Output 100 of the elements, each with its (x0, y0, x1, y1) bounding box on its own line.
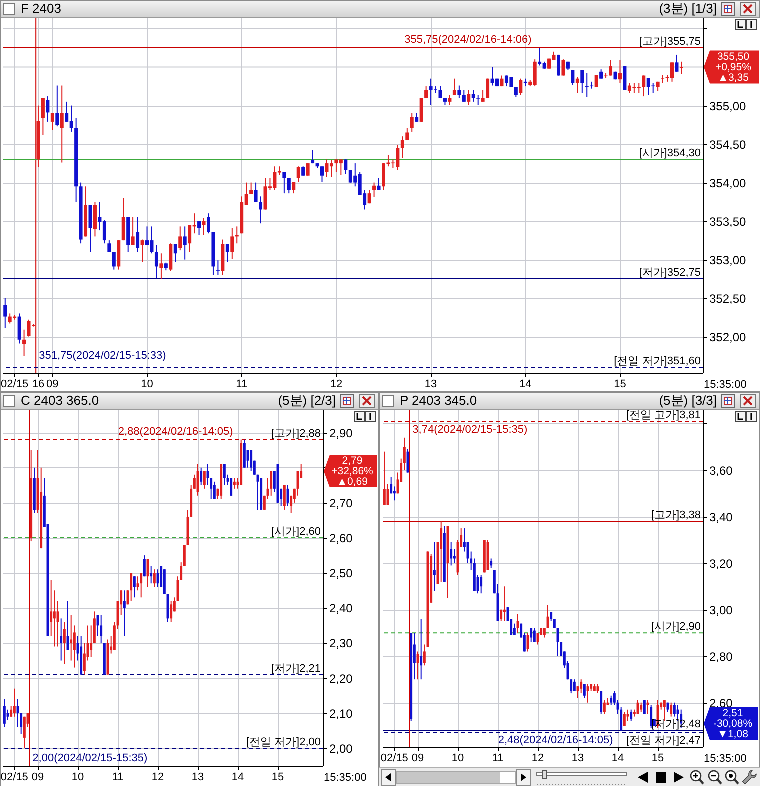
x-tick-label: 13 (572, 752, 584, 764)
ref-line-label: [전일 저가]2,47 (626, 735, 701, 748)
candlestick (3, 698, 6, 728)
candlestick (490, 558, 493, 569)
ref-line-label: [고가]3,38 (651, 510, 701, 522)
candlestick (170, 600, 173, 623)
candlestick (576, 76, 580, 94)
candlestick (553, 618, 556, 629)
candlestick (640, 702, 643, 713)
candlestick (140, 572, 143, 598)
y-tick-label: 3,40 (710, 510, 734, 524)
candlestick (213, 481, 216, 500)
text: 15:35:00 (704, 753, 747, 765)
y-tick-label: 352,00 (710, 330, 747, 344)
candlestick (344, 159, 348, 175)
y-tick-label: 2,00 (330, 742, 354, 756)
candlestick (235, 226, 239, 244)
candlestick (594, 74, 598, 88)
x-tick-label: 09 (32, 772, 44, 784)
candlestick (377, 178, 381, 191)
x-tick-label: 12 (330, 378, 343, 390)
candlestick (675, 54, 679, 72)
candlestick (433, 542, 436, 592)
x-tick-label: 02/15 (0, 772, 28, 784)
candlestick (223, 464, 226, 486)
candlestick (458, 85, 462, 99)
candlestick (63, 622, 66, 665)
annotation: 2,88(2024/02/16-14:05) (118, 426, 234, 438)
y-tick-label: 2,70 (330, 496, 354, 510)
candlestick (203, 470, 206, 490)
candlestick (580, 679, 583, 694)
y-tick-label: 2,40 (330, 602, 354, 616)
candlestick (140, 239, 144, 263)
x-tick-label: 09 (412, 752, 424, 764)
y-tick-label: 2,90 (330, 426, 354, 440)
candlestick (571, 70, 575, 86)
candlestick (530, 628, 533, 643)
x-tick-label: 11 (236, 378, 248, 390)
ref-line-label: [시가]2,60 (271, 526, 321, 538)
candlestick (420, 618, 423, 680)
y-tick-label: 2,30 (330, 636, 354, 651)
candlestick (200, 467, 203, 486)
y-tick-label: 2,20 (330, 672, 354, 686)
candlestick (93, 202, 97, 238)
chart-subtitle: (5분) [3/3] (659, 393, 717, 409)
candlestick (216, 260, 220, 276)
x-tick-label: 11 (492, 752, 504, 764)
y-tick-label: 3,00 (710, 603, 734, 618)
candlestick (311, 150, 315, 164)
annotation: 3,74(2024/02/15-15:35) (412, 424, 528, 436)
candlestick (283, 484, 286, 510)
candlestick (630, 709, 633, 722)
candlestick (154, 244, 158, 279)
candlestick (230, 228, 234, 260)
candlestick (22, 329, 26, 357)
candlestick (50, 112, 54, 131)
candlestick (60, 85, 64, 164)
candlestick (383, 451, 386, 506)
candlestick (250, 450, 253, 472)
candlestick (18, 313, 22, 344)
candlestick (160, 253, 164, 280)
candlestick (650, 704, 653, 729)
candlestick (556, 54, 560, 76)
candlestick (600, 690, 603, 715)
candlestick (420, 98, 424, 122)
candlestick (53, 590, 56, 648)
x-tick-label: 15 (614, 378, 626, 390)
chart-subtitle: (5분) [2/3] (278, 393, 336, 409)
candlestick (123, 590, 126, 637)
candlestick (570, 679, 573, 694)
candlestick (609, 60, 613, 76)
candlestick (410, 112, 414, 132)
candlestick (372, 182, 376, 198)
x-tick-label: 11 (112, 772, 124, 784)
candlestick (440, 521, 443, 582)
y-tick-label: 353,00 (710, 253, 747, 268)
y-tick-label: 354,00 (710, 176, 747, 190)
text: 355,50 +0,95% ▲3,35 (716, 50, 752, 84)
candlestick (100, 614, 103, 644)
ref-line-label: [전일 저가]2,00 (246, 736, 321, 748)
x-tick-label: 14 (232, 772, 244, 784)
candlestick (150, 566, 153, 584)
candlestick (406, 128, 410, 141)
candlestick (206, 213, 210, 234)
candlestick (133, 576, 136, 598)
candlestick (202, 218, 206, 236)
y-tick-label: 354,50 (710, 138, 747, 152)
y-tick-label: 2,50 (330, 566, 354, 581)
y-tick-label: 3,60 (710, 464, 734, 478)
candlestick (452, 78, 456, 96)
candlestick (46, 96, 50, 122)
candlestick (320, 166, 324, 183)
candlestick (670, 702, 673, 718)
candlestick (259, 196, 263, 224)
candlestick (400, 136, 404, 159)
candlestick (481, 90, 485, 102)
candlestick (306, 163, 310, 176)
chart-title: F 2403 (21, 1, 62, 17)
candlestick (580, 70, 584, 94)
candlestick (153, 569, 156, 588)
